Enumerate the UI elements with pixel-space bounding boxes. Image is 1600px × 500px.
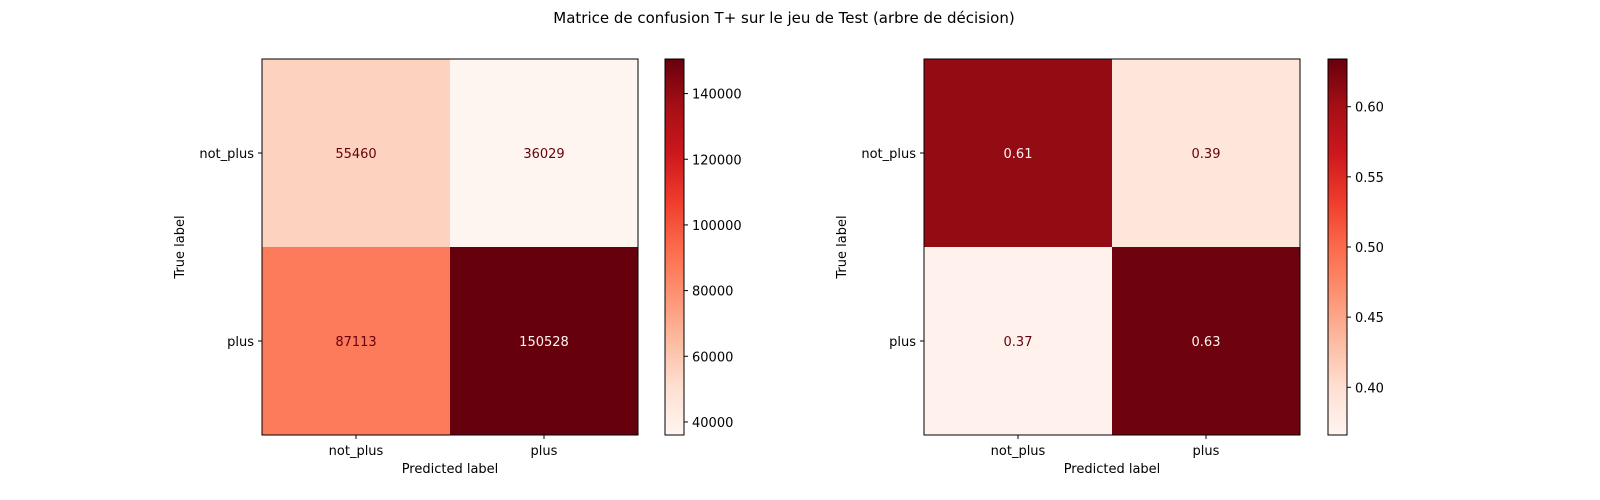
colorbar-gradient [664,58,685,436]
colorbar-tick-label: 40000 [692,416,733,431]
colorbar-tick-label: 80000 [692,285,733,300]
heatmap-cell-not_plus-not_plus [924,59,1112,247]
colorbar-tick-label: 0.40 [1355,381,1384,396]
cell-value-label: 36029 [523,147,564,162]
heatmap-cell-not_plus-not_plus [262,59,450,247]
x-tick-label: plus [531,444,558,459]
heatmap-cell-plus-not_plus [924,247,1112,435]
cell-value-label: 55460 [335,147,376,162]
colorbar-tick-label: 0.55 [1355,171,1384,186]
heatmap-cell-plus-plus [450,247,638,435]
cell-value-label: 87113 [335,335,376,350]
colorbar-tick-label: 0.60 [1355,101,1384,116]
colorbar-tick-label: 100000 [692,219,742,234]
x-tick-label: not_plus [991,444,1046,459]
colorbar: 40000 60000 80000 100000 120000 140000 [664,58,742,436]
y-axis-label: True label [835,215,850,279]
y-axis-label: True label [173,215,188,279]
cell-value-label: 0.63 [1192,335,1221,350]
y-tick-label: not_plus [199,147,254,162]
colorbar-tick-label: 140000 [692,88,742,103]
cell-value-label: 0.37 [1004,335,1033,350]
y-tick-label: plus [227,335,254,350]
cell-value-label: 0.39 [1192,147,1221,162]
heatmap-cell-not_plus-plus [1112,59,1300,247]
x-tick-label: not_plus [329,444,384,459]
x-axis-label: Predicted label [402,462,499,477]
y-tick-label: plus [889,335,916,350]
heatmap-frame [261,58,639,436]
heatmap-cell-not_plus-plus [450,59,638,247]
x-tick-label: plus [1193,444,1220,459]
heatmap-cell-plus-plus [1112,247,1300,435]
colorbar-tick-label: 60000 [692,350,733,365]
figure-title: Matrice de confusion T+ sur le jeu de Te… [553,9,1014,27]
x-axis-label: Predicted label [1064,462,1161,477]
colorbar: 0.40 0.45 0.50 0.55 0.60 [1327,58,1384,436]
heatmap-frame [923,58,1301,436]
cell-value-label: 0.61 [1004,147,1033,162]
colorbar-gradient [1327,58,1348,436]
cell-value-label: 150528 [519,335,569,350]
heatmap-cell-plus-not_plus [262,247,450,435]
colorbar-tick-label: 0.50 [1355,241,1384,256]
colorbar-tick-label: 120000 [692,153,742,168]
colorbar-tick-label: 0.45 [1355,311,1384,326]
y-tick-label: not_plus [861,147,916,162]
